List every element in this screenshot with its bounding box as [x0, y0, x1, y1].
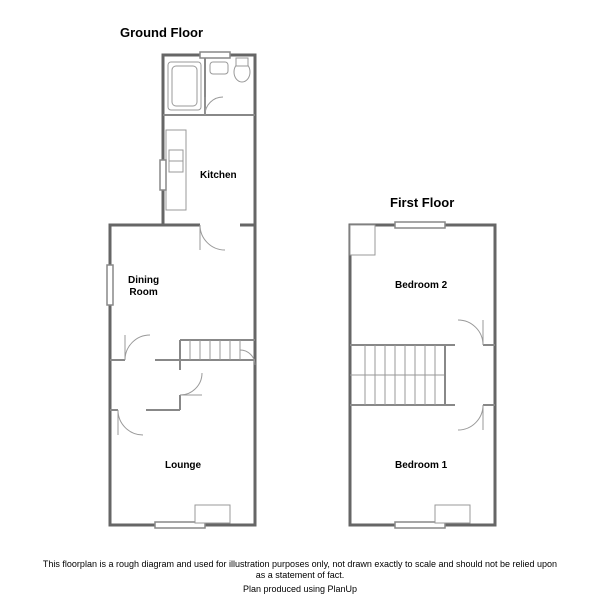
- floorplan-svg: [0, 0, 600, 600]
- planup-credit: Plan produced using PlanUp: [0, 584, 600, 594]
- first-floor-title: First Floor: [390, 195, 454, 210]
- disclaimer-text: This floorplan is a rough diagram and us…: [0, 559, 600, 582]
- lounge-label: Lounge: [165, 460, 201, 472]
- ground-floor-title: Ground Floor: [120, 25, 203, 40]
- kitchen-label: Kitchen: [200, 170, 237, 182]
- dining-label: Dining Room: [128, 275, 159, 299]
- bed1-label: Bedroom 1: [395, 460, 447, 472]
- bed2-label: Bedroom 2: [395, 280, 447, 292]
